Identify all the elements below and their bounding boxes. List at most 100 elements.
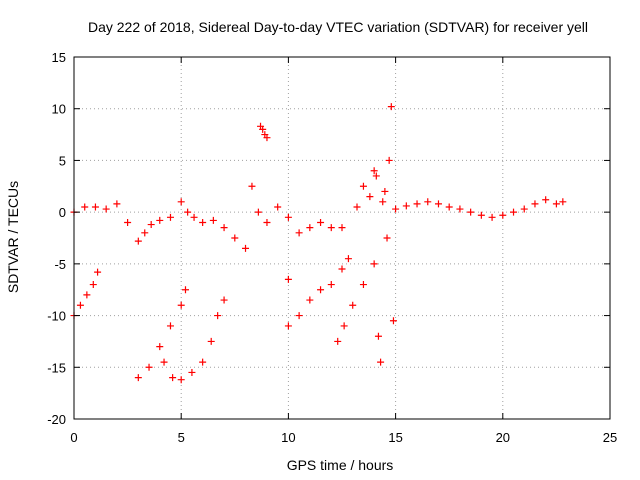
data-point — [383, 234, 391, 242]
data-point — [220, 296, 228, 304]
data-point — [344, 255, 352, 263]
x-tick-label: 0 — [70, 430, 77, 445]
data-point — [488, 213, 496, 221]
data-point — [248, 182, 256, 190]
y-tick-label: 5 — [59, 153, 66, 168]
data-point — [145, 363, 153, 371]
data-point — [413, 200, 421, 208]
data-point — [177, 376, 185, 384]
data-point — [76, 301, 84, 309]
data-point — [156, 216, 164, 224]
data-point — [199, 358, 207, 366]
data-points — [70, 103, 567, 384]
data-point — [147, 221, 155, 229]
data-point — [263, 218, 271, 226]
data-point — [353, 203, 361, 211]
y-tick-label: -10 — [47, 309, 66, 324]
data-point — [317, 218, 325, 226]
data-point — [199, 218, 207, 226]
data-point — [181, 286, 189, 294]
data-point — [284, 322, 292, 330]
data-point — [134, 237, 142, 245]
data-point — [467, 208, 475, 216]
data-point — [306, 296, 314, 304]
data-point — [284, 275, 292, 283]
data-point — [124, 218, 132, 226]
data-point — [295, 229, 303, 237]
x-tick-label: 10 — [281, 430, 295, 445]
data-point — [113, 200, 121, 208]
data-point — [317, 286, 325, 294]
data-point — [166, 213, 174, 221]
x-tick-label: 15 — [388, 430, 402, 445]
data-point — [387, 103, 395, 111]
data-point — [552, 200, 560, 208]
x-tick-label: 25 — [603, 430, 617, 445]
data-point — [242, 244, 250, 252]
data-point — [334, 337, 342, 345]
data-point — [306, 224, 314, 232]
y-tick-label: 15 — [52, 50, 66, 65]
data-point — [207, 337, 215, 345]
data-point — [520, 205, 528, 213]
data-point — [385, 156, 393, 164]
y-tick-label: -5 — [54, 257, 66, 272]
data-point — [510, 208, 518, 216]
data-point — [338, 224, 346, 232]
data-point — [366, 193, 374, 201]
data-point — [141, 229, 149, 237]
data-point — [359, 182, 367, 190]
data-point — [156, 343, 164, 351]
data-point — [327, 281, 335, 289]
y-tick-label: 0 — [59, 205, 66, 220]
data-point — [190, 213, 198, 221]
data-point — [81, 203, 89, 211]
data-point — [284, 213, 292, 221]
data-point — [184, 208, 192, 216]
data-point — [177, 198, 185, 206]
x-tick-label: 20 — [496, 430, 510, 445]
data-point — [531, 200, 539, 208]
data-point — [477, 211, 485, 219]
data-point — [259, 125, 267, 133]
data-point — [263, 134, 271, 142]
data-point — [456, 205, 464, 213]
data-point — [160, 358, 168, 366]
axis-ticks: 0 5 10 15 20 25 -20 -15 -10 -5 0 5 10 15 — [47, 50, 617, 445]
data-point — [254, 208, 262, 216]
data-point — [169, 374, 177, 382]
data-point — [445, 203, 453, 211]
data-point — [94, 268, 102, 276]
y-axis-label: SDTVAR / TECUs — [5, 181, 21, 293]
y-tick-label: 10 — [52, 102, 66, 117]
data-point — [274, 203, 282, 211]
data-point — [381, 187, 389, 195]
data-point — [349, 301, 357, 309]
data-point — [231, 234, 239, 242]
data-point — [499, 211, 507, 219]
data-point — [379, 198, 387, 206]
data-point — [327, 224, 335, 232]
data-point — [542, 196, 550, 204]
data-point — [402, 202, 410, 210]
data-point — [295, 312, 303, 320]
data-point — [220, 224, 228, 232]
x-tick-label: 5 — [178, 430, 185, 445]
y-tick-label: -20 — [47, 412, 66, 427]
data-point — [370, 260, 378, 268]
data-point — [377, 358, 385, 366]
data-point — [134, 374, 142, 382]
data-point — [188, 368, 196, 376]
data-point — [374, 332, 382, 340]
chart-title: Day 222 of 2018, Sidereal Day-to-day VTE… — [88, 19, 588, 35]
data-point — [83, 291, 91, 299]
y-tick-label: -15 — [47, 360, 66, 375]
data-point — [91, 203, 99, 211]
data-point — [370, 167, 378, 175]
data-point — [338, 265, 346, 273]
data-point — [434, 200, 442, 208]
grid-lines — [74, 57, 610, 419]
data-point — [166, 322, 174, 330]
data-point — [214, 312, 222, 320]
